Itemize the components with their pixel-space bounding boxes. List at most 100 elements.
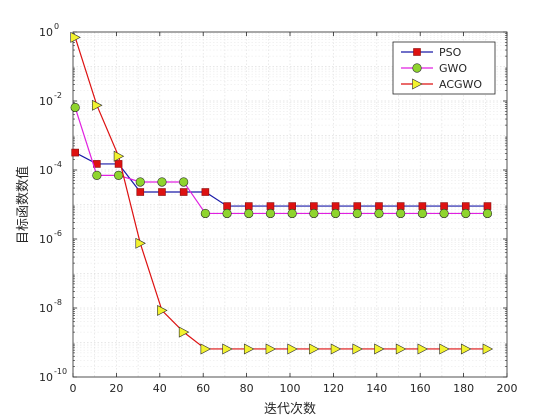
data-point — [287, 343, 298, 355]
y-tick-label-exponent: -8 — [54, 298, 62, 307]
data-point — [375, 202, 383, 210]
y-tick-label-base: 10 — [39, 371, 53, 384]
data-point — [483, 202, 492, 210]
data-point — [330, 208, 341, 219]
y-tick-label-exponent: 0 — [54, 22, 59, 31]
data-point — [157, 177, 167, 187]
data-point — [288, 202, 296, 210]
data-point — [461, 208, 471, 219]
x-tick-label: 80 — [240, 382, 254, 395]
data-point — [330, 343, 342, 355]
data-point — [395, 343, 407, 355]
x-tick-label: 0 — [70, 382, 77, 395]
data-point — [135, 177, 145, 187]
data-point — [353, 202, 362, 210]
x-tick-label: 200 — [497, 382, 518, 395]
y-tick-label-base: 10 — [39, 26, 53, 39]
data-point — [309, 343, 320, 355]
data-point — [309, 208, 319, 219]
y-tick-label-exponent: -10 — [54, 367, 67, 376]
data-point — [374, 208, 384, 219]
data-point — [440, 202, 448, 210]
x-axis-label: 迭代次数 — [264, 401, 316, 417]
data-point — [201, 188, 210, 196]
data-point — [417, 208, 427, 219]
data-point — [179, 177, 189, 187]
series-gwo — [70, 102, 493, 219]
y-tick-label-base: 10 — [39, 95, 53, 108]
data-point — [482, 343, 494, 355]
legend: PSO GWO ACGWO — [392, 41, 496, 95]
legend-label: PSO — [439, 46, 462, 59]
data-point — [310, 202, 318, 210]
data-point — [178, 326, 190, 338]
y-tick-label: 10 -6 — [39, 229, 62, 246]
data-point — [418, 202, 427, 210]
legend-item: PSO — [401, 46, 462, 59]
data-point — [417, 343, 429, 355]
data-point — [222, 343, 233, 355]
y-axis-label: 目标函数数值 — [15, 166, 31, 244]
data-point — [266, 202, 275, 210]
series-pso — [71, 148, 492, 210]
y-tick-label: 10 -8 — [39, 298, 62, 315]
data-point — [222, 208, 232, 219]
data-point — [482, 208, 493, 219]
data-point — [439, 208, 449, 219]
data-point — [243, 343, 255, 355]
x-tick-label: 20 — [109, 382, 123, 395]
data-point — [113, 150, 125, 162]
data-point — [265, 208, 276, 219]
x-tick-label: 120 — [323, 382, 344, 395]
data-point — [70, 102, 80, 113]
x-tick-label: 140 — [366, 382, 387, 395]
data-point — [352, 343, 363, 355]
data-point — [158, 188, 166, 196]
data-point — [71, 148, 79, 157]
data-point — [136, 188, 145, 196]
legend-label: GWO — [439, 62, 467, 75]
y-tick-label-exponent: -2 — [54, 91, 62, 100]
legend-marker — [413, 48, 421, 56]
data-point — [200, 208, 210, 219]
y-tick-label: 10 -4 — [39, 160, 62, 177]
x-tick-label: 180 — [453, 382, 474, 395]
data-point — [244, 202, 253, 210]
x-tick-label: 160 — [410, 382, 431, 395]
data-point — [374, 343, 385, 355]
data-point — [460, 343, 472, 355]
y-tick-label-exponent: -4 — [54, 160, 62, 169]
y-tick-label-base: 10 — [39, 302, 53, 315]
data-point — [287, 208, 297, 219]
data-point — [439, 343, 450, 355]
data-point — [92, 170, 102, 180]
y-tick-label-base: 10 — [39, 233, 53, 246]
data-point — [70, 31, 81, 43]
data-point — [265, 343, 277, 355]
data-point — [92, 99, 103, 111]
data-point — [223, 202, 231, 210]
legend-label: ACGWO — [439, 78, 482, 91]
data-point — [396, 202, 405, 210]
legend-marker — [412, 63, 422, 73]
legend-item: GWO — [401, 62, 467, 75]
series-acgwo — [70, 31, 494, 355]
data-point — [200, 343, 212, 355]
legend-item: ACGWO — [401, 78, 482, 91]
x-tick-label: 60 — [196, 382, 210, 395]
data-point — [114, 160, 123, 168]
data-point — [135, 237, 146, 249]
x-tick-label: 100 — [280, 382, 301, 395]
legend-marker — [412, 78, 423, 90]
y-tick-label-exponent: -6 — [54, 229, 62, 238]
y-tick-label: 10 0 — [39, 22, 59, 39]
data-point — [113, 170, 124, 180]
data-point — [461, 202, 470, 210]
y-tick-label: 10 -10 — [39, 367, 67, 384]
data-point — [157, 304, 168, 316]
x-tick-label: 40 — [153, 382, 167, 395]
data-point — [352, 208, 362, 219]
data-point — [396, 208, 406, 219]
